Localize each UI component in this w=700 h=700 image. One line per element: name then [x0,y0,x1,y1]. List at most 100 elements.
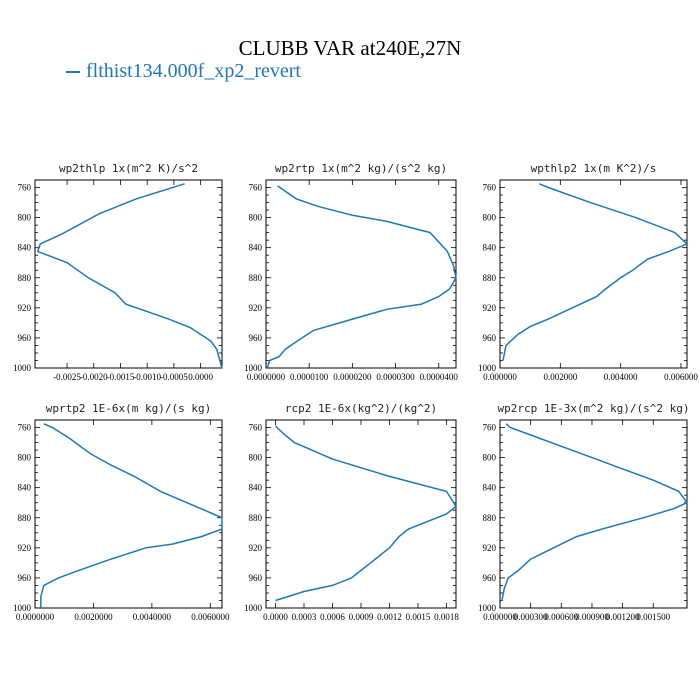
series-line [266,185,457,369]
panel-title: wp2rtp 1x(m^2 kg)/(s^2 kg) [275,162,447,175]
y-tick-label: 960 [483,333,497,343]
y-tick-label: 760 [18,183,32,193]
plot-frame [34,419,223,609]
x-tick-label: 0.000900 [575,612,609,622]
y-tick-label: 880 [18,513,32,523]
y-tick-label: 920 [249,543,263,553]
x-tick-label: 0.0000000 [16,612,55,622]
x-tick-label: 0.001500 [636,612,670,622]
y-tick-label: 800 [249,453,263,463]
x-tick-label: 0.0012 [377,612,402,622]
panel-title: wp2thlp 1x(m^2 K)/s^2 [59,162,198,175]
x-tick-label: 0.000000 [483,612,517,622]
panel-6: wp2rcp 1E-3x(m^2 kg)/(s^2 kg)760 800 840 88… [478,402,690,622]
panel-1: wp2thlp 1x(m^2 K)/s^2 760 800 840 880 920 960 1… [13,162,223,382]
panel-4: wprtp2 1E-6x(m kg)/(s kg) 760 800 840 880 920… [13,402,230,622]
x-tick-label: -0.0005 [160,372,188,382]
series-line [501,423,689,601]
y-tick-label: 920 [483,543,497,553]
y-tick-label: 960 [249,573,263,583]
y-tick-label: 840 [249,483,263,493]
series-line [502,183,689,361]
y-tick-label: 840 [249,243,263,253]
y-tick-label: 800 [483,213,497,223]
x-tick-label: 0.0003 [292,612,317,622]
y-tick-label: 760 [483,423,497,433]
y-tick-label: 960 [18,333,32,343]
y-tick-label: 920 [249,303,263,313]
x-tick-label: 0.0000 [263,612,288,622]
y-tick-label: 880 [483,513,497,523]
x-tick-label: 0.0040000 [133,612,172,622]
series-line [40,423,223,608]
legend: flthist134.000f_xp2_revert [66,60,301,83]
panel-3: wpthlp2 1x(m K^2)/s 760 800 840 880 920 960 100… [478,162,698,382]
y-tick-label: 880 [483,273,497,283]
x-tick-label: 0.0060000 [191,612,230,622]
y-tick-label: 1000 [244,603,263,613]
y-tick-label: 880 [249,513,263,523]
figure-title: CLUBB VAR at240E,27N [238,36,462,60]
y-tick-label: 1000 [244,363,263,373]
x-tick-label: 0.000300 [514,612,548,622]
x-tick-label: 0.000000 [483,372,517,382]
panel-title: wprtp2 1E-6x(m kg)/(s kg) [46,402,212,415]
y-tick-label: 920 [483,303,497,313]
x-tick-label: 0.006000 [664,372,698,382]
panel-title: rcp2 1E-6x(kg^2)/(kg^2) [285,402,437,415]
x-tick-label: 0.002000 [543,372,577,382]
y-tick-label: 1000 [478,603,497,613]
x-tick-label: 0.0000400 [420,372,459,382]
y-tick-label: 760 [483,183,497,193]
plot-frame [34,179,223,369]
panel-title: wp2rcp 1E-3x(m^2 kg)/(s^2 kg) [497,402,689,415]
x-tick-label: 0.0000000 [247,372,286,382]
y-tick-label: 760 [18,423,32,433]
panel-title: wpthlp2 1x(m K^2)/s [531,162,657,175]
y-tick-label: 760 [249,423,263,433]
x-tick-label: -0.0025 [53,372,81,382]
x-tick-label: 0.0015 [406,612,431,622]
x-tick-label: 0.000600 [544,612,578,622]
y-tick-label: 800 [249,213,263,223]
y-tick-label: 1000 [13,363,32,373]
panel-2: wp2rtp 1x(m^2 kg)/(s^2 kg) 760 800 840 880 92… [244,162,458,382]
plot-frame [499,419,688,609]
x-tick-label: -0.0020 [80,372,108,382]
plot-frame [499,179,688,369]
y-tick-label: 1000 [478,363,497,373]
x-tick-label: 0.004000 [604,372,638,382]
y-tick-label: 880 [249,273,263,283]
x-tick-label: 0.001200 [606,612,640,622]
plot-frame [265,419,457,609]
x-tick-label: 0.0000200 [333,372,372,382]
y-tick-label: 800 [18,213,32,223]
series-line [36,183,223,369]
y-tick-label: 840 [483,243,497,253]
x-tick-label: 0.0000100 [290,372,329,382]
y-tick-label: 1000 [13,603,32,613]
x-tick-label: -0.0015 [107,372,135,382]
legend-label: flthist134.000f_xp2_revert [86,60,301,82]
y-tick-label: 960 [483,573,497,583]
panel-5: rcp2 1E-6x(kg^2)/(kg^2) 760 800 840 880 920 96… [244,402,459,622]
y-tick-label: 960 [249,333,263,343]
x-tick-label: 0.0018 [434,612,459,622]
y-tick-label: 920 [18,303,32,313]
x-tick-label: 0.0000300 [376,372,415,382]
x-tick-label: 0.0009 [349,612,374,622]
y-tick-label: 880 [18,273,32,283]
legend-line-swatch [66,71,80,74]
y-tick-label: 760 [249,183,263,193]
series-line [274,425,457,602]
y-tick-label: 840 [483,483,497,493]
x-tick-label: 0.0020000 [74,612,113,622]
x-tick-label: 0.0006 [320,612,345,622]
y-tick-label: 840 [18,483,32,493]
y-tick-label: 960 [18,573,32,583]
y-tick-label: 840 [18,243,32,253]
x-tick-label: 0.0000 [188,372,213,382]
y-tick-label: 800 [483,453,497,463]
x-tick-label: -0.0010 [133,372,161,382]
